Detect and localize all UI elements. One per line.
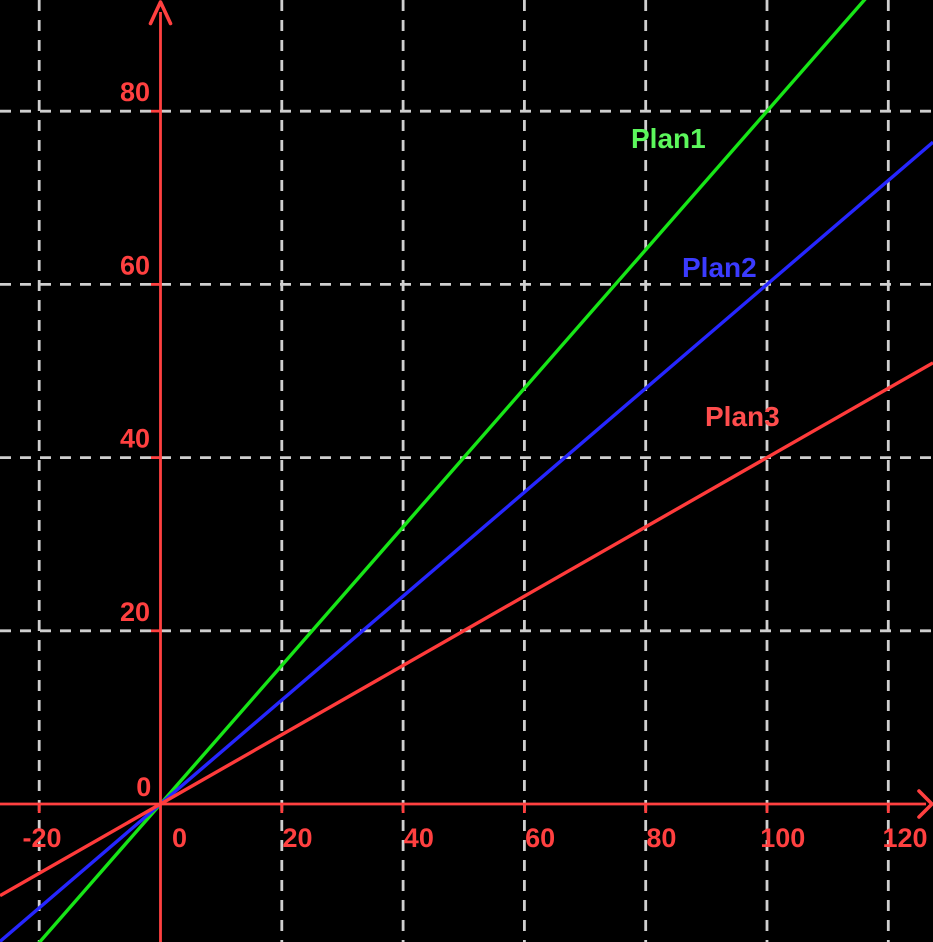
svg-text:-20: -20 — [23, 823, 62, 853]
svg-text:80: 80 — [120, 77, 150, 107]
svg-text:20: 20 — [283, 823, 313, 853]
svg-text:0: 0 — [172, 823, 187, 853]
svg-text:60: 60 — [120, 250, 150, 280]
svg-text:120: 120 — [883, 823, 928, 853]
svg-text:Plan1: Plan1 — [631, 123, 706, 154]
svg-text:0: 0 — [136, 772, 151, 802]
svg-text:Plan2: Plan2 — [682, 252, 757, 283]
svg-text:60: 60 — [525, 823, 555, 853]
svg-text:40: 40 — [404, 823, 434, 853]
svg-text:80: 80 — [646, 823, 676, 853]
svg-text:Plan3: Plan3 — [705, 401, 780, 432]
svg-text:20: 20 — [120, 597, 150, 627]
svg-text:100: 100 — [760, 823, 805, 853]
svg-text:40: 40 — [120, 424, 150, 454]
